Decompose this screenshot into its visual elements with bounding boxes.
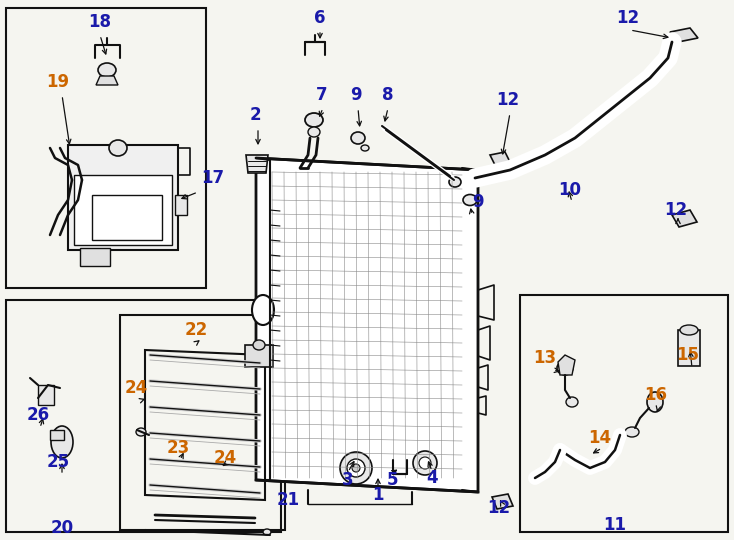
Ellipse shape xyxy=(680,325,698,335)
Text: 5: 5 xyxy=(386,471,398,489)
Polygon shape xyxy=(96,76,118,85)
Circle shape xyxy=(419,457,431,469)
Polygon shape xyxy=(670,28,698,42)
Text: 3: 3 xyxy=(342,471,354,489)
Text: 8: 8 xyxy=(382,86,393,104)
Ellipse shape xyxy=(463,194,477,206)
Polygon shape xyxy=(558,355,575,375)
Ellipse shape xyxy=(566,397,578,407)
Ellipse shape xyxy=(557,361,573,375)
Text: 6: 6 xyxy=(314,9,326,27)
Circle shape xyxy=(340,452,372,484)
Bar xyxy=(6,300,281,532)
Bar xyxy=(175,195,187,215)
Text: 15: 15 xyxy=(677,346,700,364)
Text: 20: 20 xyxy=(51,519,73,537)
Bar xyxy=(50,430,64,440)
Text: 23: 23 xyxy=(167,439,189,457)
Text: 18: 18 xyxy=(89,13,112,31)
Text: 7: 7 xyxy=(316,86,328,104)
Polygon shape xyxy=(490,152,510,165)
Bar xyxy=(520,295,728,532)
Circle shape xyxy=(352,464,360,472)
Polygon shape xyxy=(492,494,513,509)
Text: 16: 16 xyxy=(644,386,667,404)
Bar xyxy=(120,315,285,530)
Text: 24: 24 xyxy=(124,379,148,397)
Text: 13: 13 xyxy=(534,349,556,367)
Bar xyxy=(38,385,54,405)
Ellipse shape xyxy=(647,392,663,412)
Bar xyxy=(80,248,110,266)
Polygon shape xyxy=(256,158,478,492)
Bar xyxy=(68,145,178,250)
Bar xyxy=(245,345,273,367)
Text: 9: 9 xyxy=(350,86,362,104)
Text: 10: 10 xyxy=(559,181,581,199)
Ellipse shape xyxy=(449,177,461,187)
Bar xyxy=(92,195,162,240)
Text: 4: 4 xyxy=(426,469,437,487)
Text: 19: 19 xyxy=(46,73,70,91)
Ellipse shape xyxy=(252,295,274,325)
Ellipse shape xyxy=(361,145,369,151)
Bar xyxy=(678,330,700,366)
Bar xyxy=(6,8,206,288)
Ellipse shape xyxy=(109,140,127,156)
Text: 22: 22 xyxy=(184,321,208,339)
Text: 12: 12 xyxy=(496,91,520,109)
Ellipse shape xyxy=(136,428,146,436)
Ellipse shape xyxy=(253,340,265,350)
Text: 12: 12 xyxy=(617,9,639,27)
Text: 24: 24 xyxy=(214,449,236,467)
Circle shape xyxy=(347,459,365,477)
Ellipse shape xyxy=(308,127,320,137)
Text: 12: 12 xyxy=(487,499,511,517)
Text: 26: 26 xyxy=(26,406,50,424)
Ellipse shape xyxy=(263,529,271,535)
Bar xyxy=(74,175,172,245)
Ellipse shape xyxy=(305,113,323,127)
Ellipse shape xyxy=(98,63,116,77)
Text: 2: 2 xyxy=(249,106,261,124)
Text: 25: 25 xyxy=(46,453,70,471)
Text: 1: 1 xyxy=(372,486,384,504)
Text: 11: 11 xyxy=(603,516,627,534)
Ellipse shape xyxy=(625,427,639,437)
Polygon shape xyxy=(246,155,268,173)
Text: 21: 21 xyxy=(277,491,299,509)
Text: 17: 17 xyxy=(201,169,225,187)
Ellipse shape xyxy=(351,132,365,144)
Circle shape xyxy=(413,451,437,475)
Text: 9: 9 xyxy=(472,193,484,211)
Polygon shape xyxy=(672,210,697,227)
Ellipse shape xyxy=(51,426,73,458)
Text: 12: 12 xyxy=(664,201,688,219)
Text: 14: 14 xyxy=(589,429,611,447)
